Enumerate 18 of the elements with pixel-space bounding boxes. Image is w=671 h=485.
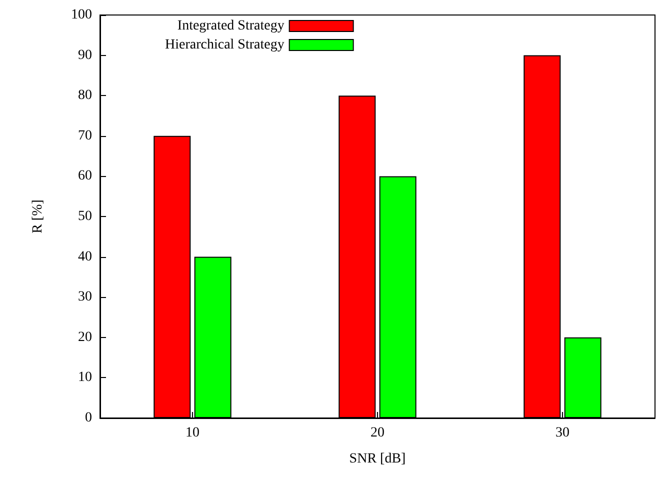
y-axis-title: R [%] xyxy=(30,200,46,234)
y-tick-label: 90 xyxy=(78,48,92,63)
y-tick-label: 40 xyxy=(78,249,92,264)
x-tick-label: 10 xyxy=(186,426,200,440)
y-tick-label: 20 xyxy=(78,330,92,345)
y-tick-label: 50 xyxy=(78,209,92,224)
y-tick-label: 30 xyxy=(78,290,92,305)
y-tick-label: 10 xyxy=(78,370,92,386)
x-axis-title: SNR [dB] xyxy=(349,452,406,466)
y-tick-label: 0 xyxy=(85,410,92,426)
legend-label: Hierarchical Strategy xyxy=(165,38,284,52)
x-tick-label: 20 xyxy=(370,426,384,440)
y-tick-label: 100 xyxy=(71,8,92,22)
y-tick-label: 70 xyxy=(78,128,92,144)
y-tick-label: 80 xyxy=(78,88,92,104)
legend-label: Integrated Strategy xyxy=(177,18,284,34)
x-tick-label: 30 xyxy=(556,426,570,440)
y-tick-label: 60 xyxy=(78,168,92,184)
